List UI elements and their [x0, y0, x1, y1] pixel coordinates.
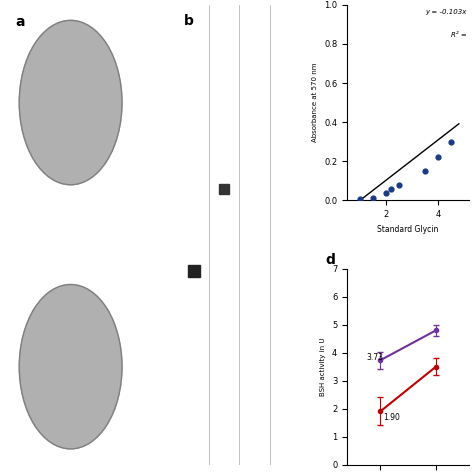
Point	[369, 195, 377, 202]
Point	[382, 189, 390, 196]
Text: y = -0.103x: y = -0.103x	[426, 9, 467, 15]
Text: 3.73: 3.73	[366, 353, 383, 362]
Point	[421, 167, 429, 175]
Text: d: d	[325, 253, 335, 267]
Text: R² =: R² =	[451, 32, 467, 38]
Text: 1.90: 1.90	[383, 413, 400, 422]
X-axis label: Standard Glycin: Standard Glycin	[377, 225, 439, 234]
Text: c: c	[325, 0, 333, 3]
Y-axis label: BSH activity in U: BSH activity in U	[320, 337, 326, 396]
Point	[356, 196, 364, 203]
Text: a: a	[16, 15, 25, 28]
Point	[395, 181, 403, 189]
Point	[434, 154, 442, 161]
Text: b: b	[184, 14, 194, 28]
Point	[387, 185, 395, 192]
Y-axis label: Absorbance at 570 nm: Absorbance at 570 nm	[312, 63, 319, 142]
Circle shape	[19, 284, 122, 449]
Circle shape	[19, 20, 122, 185]
Point	[447, 138, 455, 146]
